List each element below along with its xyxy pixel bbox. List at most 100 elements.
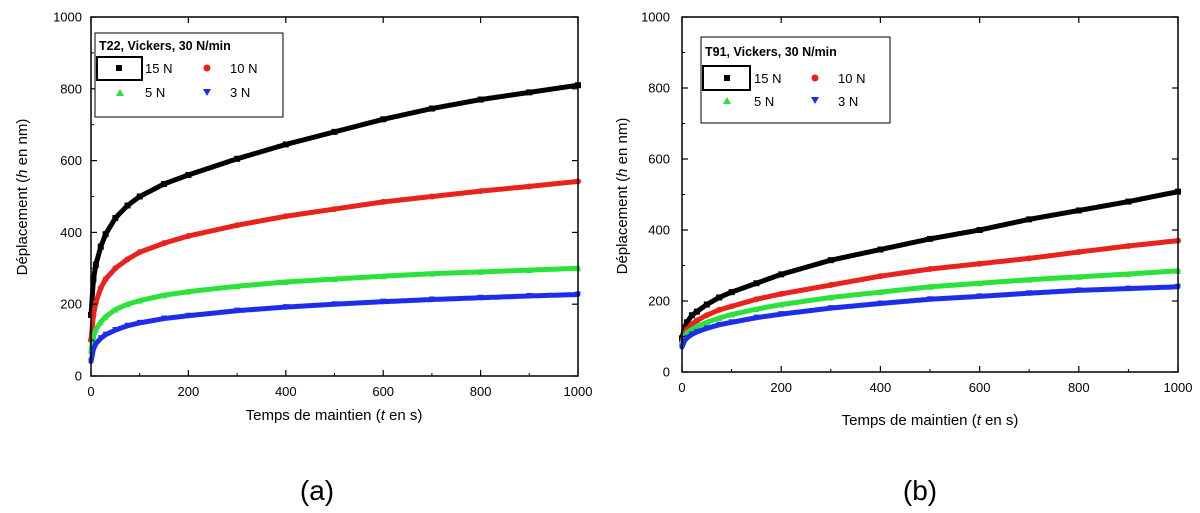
data-point-b-3n-1 xyxy=(681,337,688,344)
series-layer-a xyxy=(88,82,581,365)
data-point-a-5n-2 xyxy=(92,326,99,333)
legend-marker-a-3 xyxy=(203,89,211,96)
data-point-a-5n-8 xyxy=(161,292,168,299)
data-point-b-10n-8 xyxy=(753,296,760,303)
legend-marker-a-2 xyxy=(116,89,124,96)
data-point-a-10n-1 xyxy=(90,311,97,318)
data-point-b-10n-13 xyxy=(976,260,983,267)
series-layer-b xyxy=(679,188,1181,351)
y-tick-b-2: 400 xyxy=(648,223,670,238)
y-axis-title-b: Déplacement (h en nm) xyxy=(614,118,631,275)
data-point-a-15n-3 xyxy=(97,243,104,250)
data-point-b-5n-4 xyxy=(693,323,700,330)
legend-label-b-0: 15 N xyxy=(754,71,781,86)
data-point-a-5n-5 xyxy=(112,306,119,313)
data-point-a-15n-12 xyxy=(331,128,338,135)
data-point-b-3n-7 xyxy=(728,319,735,326)
data-point-b-10n-12 xyxy=(927,266,933,273)
data-point-a-15n-14 xyxy=(428,105,435,112)
data-point-b-5n-9 xyxy=(778,301,785,308)
legend-highlight-box-b xyxy=(702,65,751,91)
data-point-a-10n-7 xyxy=(136,249,143,256)
data-point-a-3n-12 xyxy=(331,301,338,308)
data-point-a-15n-1 xyxy=(90,276,97,283)
legend-box-a xyxy=(94,32,284,118)
x-tick-a-3: 600 xyxy=(372,384,394,399)
data-point-a-3n-2 xyxy=(92,340,99,347)
data-point-b-5n-11 xyxy=(877,289,884,296)
series-a-15n xyxy=(88,82,581,318)
data-point-b-3n-10 xyxy=(827,305,834,312)
data-point-a-3n-4 xyxy=(102,331,109,338)
data-point-b-3n-3 xyxy=(688,331,695,338)
data-point-a-10n-16 xyxy=(526,183,533,190)
legend-label-a-2: 5 N xyxy=(145,85,165,100)
legend-marker-b-2 xyxy=(723,97,731,104)
series-b-3n xyxy=(679,283,1181,351)
data-point-a-3n-8 xyxy=(161,315,168,322)
data-point-a-10n-11 xyxy=(282,213,289,220)
data-point-b-5n-8 xyxy=(753,306,760,313)
x-tick-b-0: 0 xyxy=(678,380,685,395)
data-point-b-3n-14 xyxy=(1026,290,1033,297)
data-point-a-10n-9 xyxy=(185,232,192,239)
data-point-a-3n-9 xyxy=(185,312,192,319)
legend-b: T91, Vickers, 30 N/min 15 N 10 N 5 N 3 N xyxy=(700,36,891,124)
data-point-b-3n-8 xyxy=(753,314,760,321)
legend-box-b xyxy=(700,36,891,124)
y-axis-title-a-var: h xyxy=(14,169,31,177)
panel-label-a: (a) xyxy=(300,475,334,506)
data-point-b-3n-13 xyxy=(976,293,983,300)
data-point-a-10n-12 xyxy=(331,206,338,213)
y-tick-b-4: 800 xyxy=(648,81,670,96)
data-point-a-3n-15 xyxy=(477,294,484,301)
x-axis-title-b-prefix: Temps de maintien ( xyxy=(842,412,977,429)
data-point-a-5n-15 xyxy=(477,268,484,275)
data-point-b-15n-16 xyxy=(1125,198,1132,205)
data-point-a-10n-5 xyxy=(112,265,119,272)
legend-label-b-2: 5 N xyxy=(754,94,774,109)
x-axis-title-a: Temps de maintien (t en s) xyxy=(246,407,423,424)
data-point-a-5n-13 xyxy=(380,273,387,280)
legend-label-a-1: 10 N xyxy=(230,61,257,76)
data-point-b-15n-7 xyxy=(728,289,735,296)
data-point-a-3n-11 xyxy=(282,304,289,311)
legend-highlight-box-a xyxy=(96,56,143,81)
x-tick-b-2: 400 xyxy=(870,380,892,395)
data-point-b-15n-12 xyxy=(927,235,933,242)
x-tick-b-1: 200 xyxy=(770,380,792,395)
data-point-a-10n-10 xyxy=(234,222,241,229)
y-axis-title-a-prefix: Déplacement ( xyxy=(14,178,31,276)
y-axis-title-a: Déplacement (h en nm) xyxy=(14,119,31,276)
data-point-a-15n-5 xyxy=(112,215,119,222)
x-axis-title-a-var: t xyxy=(381,407,386,424)
x-tick-a-1: 200 xyxy=(178,384,200,399)
data-point-a-15n-10 xyxy=(234,155,241,162)
data-point-a-10n-14 xyxy=(428,193,435,200)
data-point-a-15n-6 xyxy=(124,202,131,209)
data-point-a-15n-16 xyxy=(526,89,533,96)
data-point-a-15n-9 xyxy=(185,171,192,178)
legend-label-b-3: 3 N xyxy=(838,94,858,109)
data-point-b-5n-6 xyxy=(716,315,723,322)
data-point-b-15n-11 xyxy=(877,246,884,253)
tick-layer-a xyxy=(90,16,579,377)
legend-label-a-3: 3 N xyxy=(230,85,250,100)
data-point-b-15n-6 xyxy=(716,294,723,301)
y-axis-title-b-var: h xyxy=(614,168,631,176)
data-point-a-10n-13 xyxy=(380,198,387,205)
data-point-b-10n-7 xyxy=(728,303,735,310)
data-point-b-3n-15 xyxy=(1075,287,1082,294)
y-axis-title-b-prefix: Déplacement ( xyxy=(614,177,631,275)
y-tick-a-2: 400 xyxy=(60,225,82,240)
y-tick-a-4: 800 xyxy=(60,81,82,96)
data-point-a-3n-14 xyxy=(428,296,435,303)
data-point-b-3n-11 xyxy=(877,300,884,307)
x-axis-title-b-suffix: en s) xyxy=(981,412,1019,429)
chart-panel-b: 0 200 400 600 800 1000 0 200 400 600 800… xyxy=(614,10,1192,507)
x-tick-a-2: 400 xyxy=(275,384,297,399)
data-point-b-15n-10 xyxy=(827,257,834,264)
data-point-a-3n-7 xyxy=(136,319,143,326)
y-tick-b-3: 600 xyxy=(648,152,670,167)
legend-marker-a-0 xyxy=(116,65,122,71)
